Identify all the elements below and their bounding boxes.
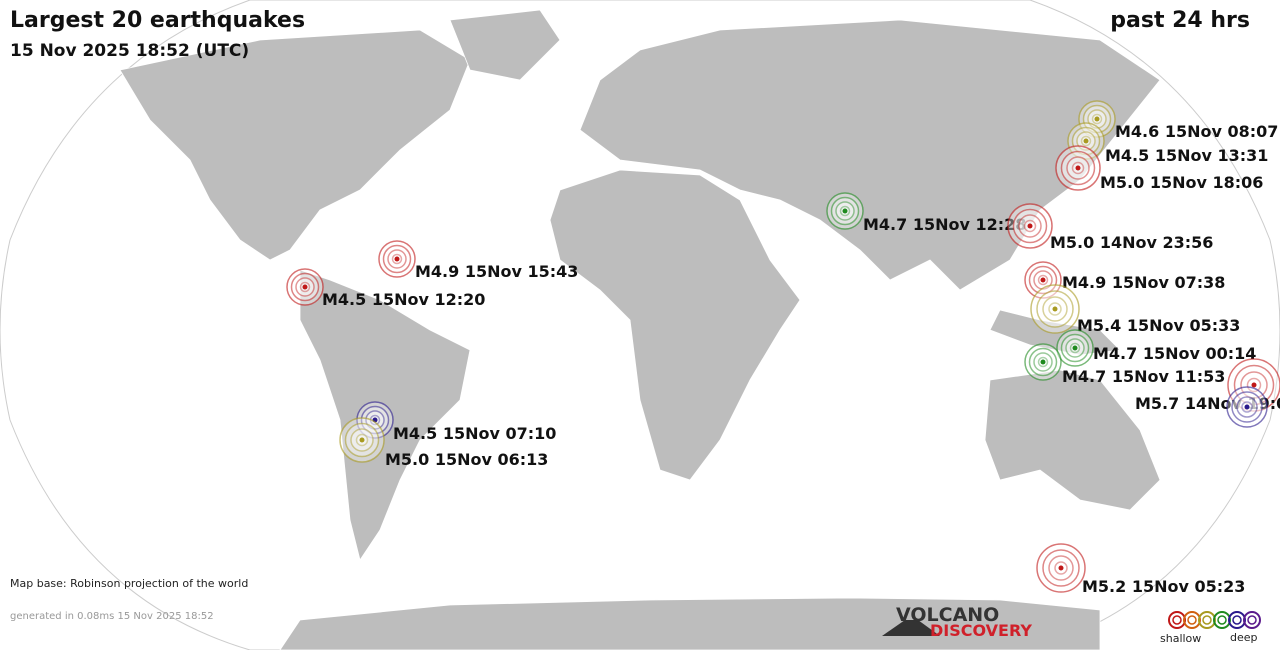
quake-marker — [286, 268, 324, 306]
legend-shallow: shallow — [1160, 632, 1201, 645]
legend — [1168, 611, 1261, 629]
logo-line1: VOLCANO — [896, 604, 999, 626]
quake-label: M4.5 15Nov 12:20 — [322, 290, 485, 309]
quake-marker — [1067, 122, 1105, 160]
quake-marker — [1030, 284, 1080, 334]
quake-marker — [1024, 261, 1062, 299]
epicenter — [1040, 277, 1046, 283]
legend-ring — [1243, 611, 1261, 629]
legend-ring — [1198, 611, 1216, 629]
epicenter — [842, 208, 848, 214]
quake-marker — [1226, 386, 1268, 428]
epicenter — [1058, 565, 1064, 571]
quake-label: M5.0 15Nov 06:13 — [385, 450, 548, 469]
quake-label: M5.0 15Nov 18:06 — [1100, 173, 1263, 192]
earthquakes: M4.6 15Nov 08:07 M4.5 15Nov 13:31 M5.0 15N… — [286, 100, 1280, 596]
antarctica — [279, 597, 1101, 650]
epicenter — [1027, 223, 1033, 229]
quake-marker — [826, 192, 864, 230]
epicenter — [1075, 165, 1081, 171]
epicenter — [394, 256, 400, 262]
epicenter — [1251, 382, 1257, 388]
legend-ring-inner — [1187, 615, 1197, 625]
africa — [549, 169, 801, 481]
quake-marker — [1024, 343, 1062, 381]
south-america — [299, 269, 471, 561]
quake-marker — [1055, 145, 1101, 191]
quake-label: M5.2 15Nov 05:23 — [1082, 577, 1245, 596]
quake-label: M4.7 15Nov 12:28 — [863, 215, 1026, 234]
legend-ring-inner — [1217, 615, 1227, 625]
quake-marker — [1056, 329, 1094, 367]
legend-ring — [1183, 611, 1201, 629]
logo-icon — [882, 620, 940, 636]
greenland — [449, 9, 561, 81]
epicenter — [1083, 138, 1089, 144]
north-america — [119, 29, 471, 261]
australia — [984, 369, 1161, 511]
quake-label: M4.9 15Nov 07:38 — [1062, 273, 1225, 292]
map-base-note: Map base: Robinson projection of the wor… — [10, 577, 248, 590]
legend-ring-inner — [1247, 615, 1257, 625]
generated-note: generated in 0.08ms 15 Nov 2025 18:52 — [10, 611, 214, 622]
epicenter — [1052, 306, 1058, 312]
quake-label: M4.5 15Nov 07:10 — [393, 424, 556, 443]
quake-label: M5.4 15Nov 05:33 — [1077, 316, 1240, 335]
quake-marker — [1036, 543, 1086, 593]
legend-deep: deep — [1230, 631, 1258, 644]
legend-ring-inner — [1202, 615, 1212, 625]
epicenter — [1040, 359, 1046, 365]
logo-line2: DISCOVERY — [930, 621, 1032, 640]
title: Largest 20 earthquakes — [10, 8, 305, 33]
quake-marker — [356, 401, 394, 439]
quake-label: M4.7 15Nov 11:53 — [1062, 367, 1225, 386]
quake-label: M5.7 14Nov 19:09 — [1135, 394, 1280, 413]
quake-label: M5.0 14Nov 23:56 — [1050, 233, 1213, 252]
quake-label: M4.5 15Nov 13:31 — [1105, 146, 1268, 165]
legend-ring — [1168, 611, 1186, 629]
epicenter — [1244, 404, 1250, 410]
subtitle: 15 Nov 2025 18:52 (UTC) — [10, 41, 249, 61]
quake-label: M4.7 15Nov 00:14 — [1093, 344, 1256, 363]
quake-marker — [339, 417, 385, 463]
epicenter — [359, 437, 365, 443]
epicenter — [1094, 116, 1100, 122]
quake-label: M4.6 15Nov 08:07 — [1115, 122, 1278, 141]
period: past 24 hrs — [1110, 8, 1250, 33]
quake-marker — [1007, 203, 1053, 249]
epicenter — [1072, 345, 1078, 351]
legend-ring — [1213, 611, 1231, 629]
legend-ring-inner — [1232, 615, 1242, 625]
quake-label: M4.9 15Nov 15:43 — [415, 262, 578, 281]
continents — [119, 9, 1161, 650]
epicenter — [302, 284, 308, 290]
eurasia — [579, 19, 1161, 291]
quake-marker — [378, 240, 416, 278]
legend-ring — [1228, 611, 1246, 629]
legend-ring-inner — [1172, 615, 1182, 625]
